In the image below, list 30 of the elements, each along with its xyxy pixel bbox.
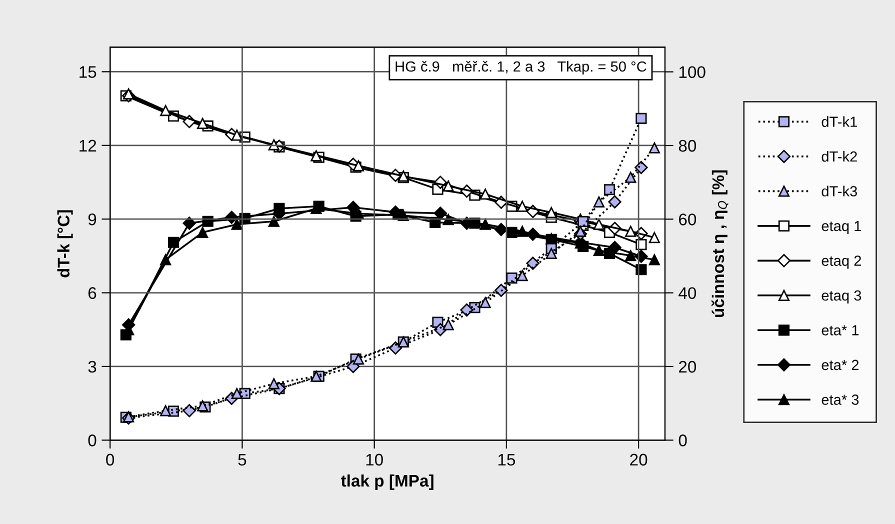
- x-tick-label: 20: [630, 454, 648, 466]
- legend-label: eta* 2: [822, 360, 859, 370]
- y-tick-label: 6: [88, 287, 96, 299]
- y-axis-title: dT-k [°C]: [57, 210, 73, 278]
- legend-label: etaq 3: [822, 290, 862, 304]
- x-tick-label: 0: [106, 454, 114, 466]
- legend-label: dT-k1: [822, 116, 857, 127]
- y2-tick-label: 20: [679, 360, 696, 373]
- legend-label: dT-k3: [822, 186, 857, 196]
- y2-tick-label: 80: [678, 140, 696, 152]
- y2-tick-label: 60: [679, 214, 696, 226]
- y-tick-label: 15: [80, 66, 96, 78]
- legend-label: eta* 1: [822, 325, 859, 336]
- y-tick-label: 0: [88, 434, 96, 446]
- annotation: HG č.9 měř.č. 1, 2 a 3 Tkap. = 50 °C: [396, 60, 646, 75]
- y-tick-label: 3: [88, 360, 96, 373]
- y2-axis-title: účinnost η , η$_{Q}$ [%]: [712, 170, 728, 318]
- y2-tick-label: 40: [678, 287, 696, 300]
- y-tick-label: 12: [80, 140, 96, 152]
- x-tick-label: 5: [238, 454, 246, 466]
- x-tick-label: 10: [366, 454, 383, 466]
- legend-label: etaq 1: [822, 221, 861, 234]
- x-tick-label: 15: [498, 454, 516, 466]
- x-axis-title: tlak p [MPa]: [340, 474, 434, 490]
- legend-label: dT-k2: [822, 150, 857, 162]
- legend-label: eta* 3: [822, 394, 859, 405]
- legend-label: etaq 2: [822, 256, 861, 269]
- y-tick-label: 9: [88, 214, 96, 226]
- y2-tick-label: 0: [678, 434, 687, 446]
- y2-tick-label: 100: [679, 66, 706, 78]
